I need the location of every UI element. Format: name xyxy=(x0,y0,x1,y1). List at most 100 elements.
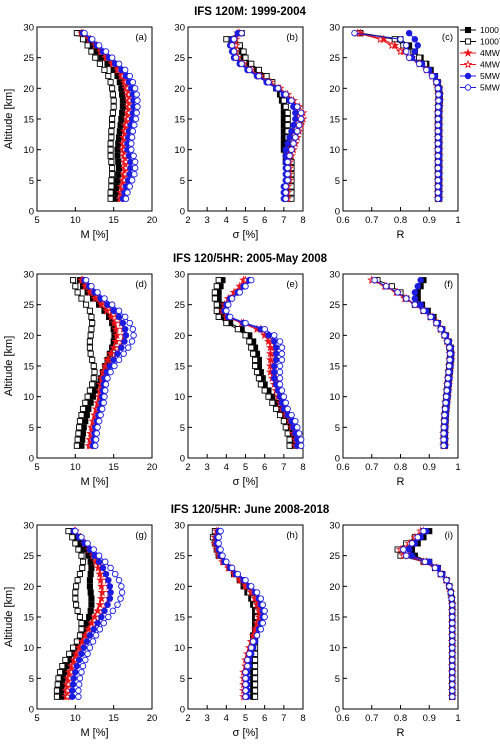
data-point xyxy=(87,558,94,565)
data-point xyxy=(230,48,238,55)
data-point xyxy=(90,546,97,553)
data-point xyxy=(434,134,442,141)
data-point xyxy=(431,564,439,572)
data-point xyxy=(85,405,92,412)
data-point xyxy=(97,411,104,419)
series-5MWsT xyxy=(371,276,454,449)
data-point xyxy=(84,393,91,400)
data-point xyxy=(417,301,424,308)
data-point xyxy=(108,134,115,141)
data-point xyxy=(109,607,117,615)
y-axis-label: Altitude [km] xyxy=(3,587,15,648)
series-5MWsT xyxy=(82,276,137,449)
data-point xyxy=(253,369,261,376)
data-point xyxy=(282,399,290,407)
data-point xyxy=(82,656,89,664)
data-point xyxy=(226,313,234,321)
data-point xyxy=(74,577,81,584)
data-point xyxy=(444,381,451,388)
data-point xyxy=(292,417,299,425)
data-point xyxy=(101,66,108,73)
data-point xyxy=(72,595,79,602)
data-point xyxy=(265,78,272,86)
data-point xyxy=(79,564,86,571)
data-point xyxy=(91,369,98,376)
data-point xyxy=(257,381,264,388)
data-point xyxy=(284,177,291,184)
y-tick-label: 30 xyxy=(174,521,185,532)
data-point xyxy=(213,283,220,290)
data-point xyxy=(435,91,442,98)
panel-label: (i) xyxy=(445,530,453,541)
data-point xyxy=(284,430,291,437)
data-point xyxy=(261,607,268,615)
data-point xyxy=(434,109,442,117)
x-tick-label: 3 xyxy=(205,713,210,724)
data-point xyxy=(79,662,87,670)
x-tick-label: 3 xyxy=(205,462,210,473)
data-point xyxy=(81,29,88,37)
data-point xyxy=(286,134,293,141)
data-point xyxy=(230,36,238,43)
x-tick-label: 20 xyxy=(147,713,158,724)
panel-label: (e) xyxy=(286,279,298,290)
data-point xyxy=(435,97,442,104)
data-point xyxy=(211,289,218,296)
series-line xyxy=(72,279,96,446)
data-point xyxy=(433,319,440,327)
y-tick-label: 20 xyxy=(23,331,34,342)
x-tick-label: 0.9 xyxy=(423,462,436,473)
y-tick-label: 20 xyxy=(329,582,340,593)
x-tick-label: 0.8 xyxy=(394,462,407,473)
data-point xyxy=(249,638,257,645)
series-1000T xyxy=(211,277,293,449)
data-point xyxy=(247,583,255,590)
data-point xyxy=(252,693,259,700)
data-point xyxy=(122,195,130,202)
data-point xyxy=(282,195,290,202)
data-point xyxy=(78,650,85,658)
data-point xyxy=(69,277,77,284)
data-point xyxy=(79,405,87,412)
data-point xyxy=(290,140,297,147)
panel-label: (g) xyxy=(135,530,147,541)
series-line xyxy=(360,32,441,199)
data-point xyxy=(78,552,85,559)
data-point xyxy=(96,60,103,67)
plot-frame xyxy=(342,273,459,459)
data-point xyxy=(284,140,291,147)
data-point xyxy=(447,589,455,596)
data-point xyxy=(92,442,99,449)
series-line xyxy=(76,32,115,199)
data-point xyxy=(86,644,94,651)
data-point xyxy=(444,338,451,345)
plot-frame xyxy=(342,524,459,710)
x-tick-label: 3 xyxy=(205,215,210,226)
data-point xyxy=(130,332,137,339)
data-point xyxy=(434,146,442,153)
data-point xyxy=(75,546,82,553)
data-point xyxy=(108,54,116,61)
data-point xyxy=(78,626,85,633)
data-point xyxy=(382,283,390,290)
y-tick-label: 30 xyxy=(23,270,34,281)
series-1000T xyxy=(73,30,117,202)
data-point xyxy=(434,152,442,160)
data-point xyxy=(414,42,422,49)
series-5MWsT xyxy=(351,29,442,202)
data-point xyxy=(253,589,261,596)
data-point xyxy=(119,103,126,110)
data-point xyxy=(292,115,299,123)
data-point xyxy=(238,29,245,37)
data-point xyxy=(84,650,91,658)
x-tick-label: 2 xyxy=(185,713,190,724)
x-tick-label: 0.6 xyxy=(336,462,349,473)
data-point xyxy=(76,632,83,639)
data-point xyxy=(74,607,81,614)
data-point xyxy=(129,325,137,333)
data-point xyxy=(89,320,96,327)
series-1000 xyxy=(76,30,126,202)
series-1000 xyxy=(357,30,443,202)
data-point xyxy=(411,289,419,296)
